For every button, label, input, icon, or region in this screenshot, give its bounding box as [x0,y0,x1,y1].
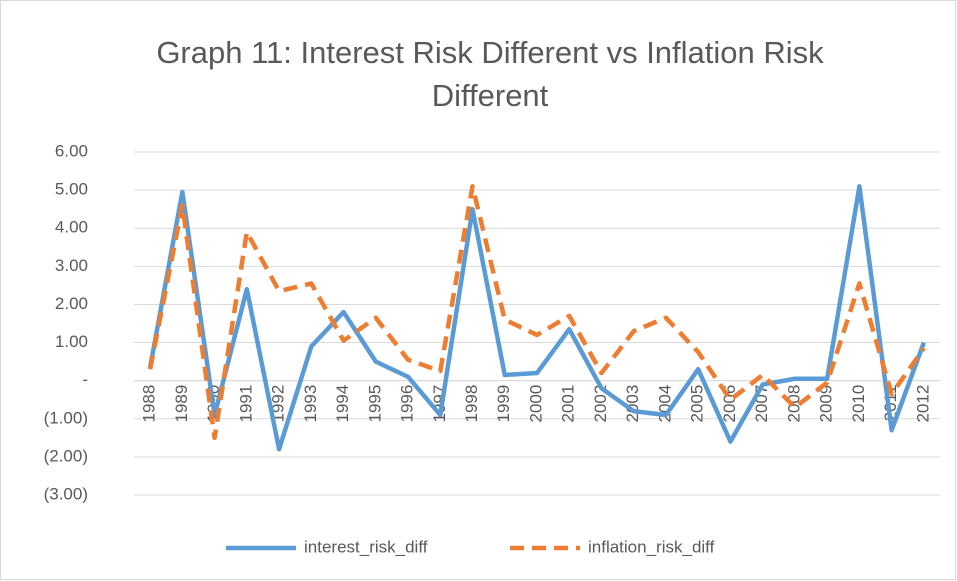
series-line [147,184,926,441]
x-tick-label: 1989 [172,385,191,423]
x-tick-label: 2009 [817,385,836,423]
y-tick-label: (1.00) [44,408,88,427]
x-tick-label: 2012 [913,385,932,423]
y-tick-label: 5.00 [55,180,88,199]
x-tick-label: 1993 [301,385,320,423]
legend-label: inflation_risk_diff [588,537,715,556]
x-tick-label: 1994 [333,385,352,423]
x-tick-label: 1991 [236,385,255,423]
x-tick-label: 1996 [398,385,417,423]
series-line [147,184,926,452]
y-tick-label: 4.00 [55,218,88,237]
x-tick-label: 1988 [140,385,159,423]
y-tick-label: 1.00 [55,332,88,351]
x-tick-label: 1998 [462,385,481,423]
x-tick-label: 2002 [591,385,610,423]
x-tick-label: 1999 [494,385,513,423]
chart-title: Graph 11: Interest Risk Different vs Inf… [156,35,824,113]
y-tick-label: (2.00) [44,446,88,465]
x-tick-label: 2005 [688,385,707,423]
y-tick-label: 3.00 [55,256,88,275]
chart-title-line: Different [432,78,549,113]
x-tick-label: 2010 [849,385,868,423]
x-tick-label: 2001 [559,385,578,423]
y-tick-label: (3.00) [44,484,88,503]
legend-label: interest_risk_diff [304,537,428,556]
x-tick-label: 1995 [365,385,384,423]
chart-title-line: Graph 11: Interest Risk Different vs Inf… [156,35,824,70]
y-tick-label: - [82,370,88,389]
y-tick-label: 2.00 [55,294,88,313]
x-tick-label: 2000 [526,385,545,423]
y-tick-label: 6.00 [55,141,88,160]
